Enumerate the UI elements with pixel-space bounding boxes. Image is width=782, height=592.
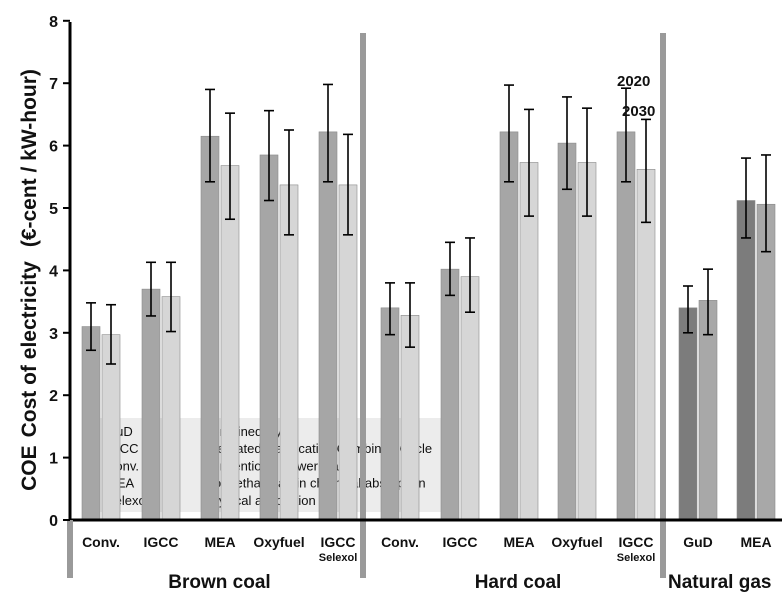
y-axis-unit: (€-cent / kW-hour): [18, 69, 41, 247]
group-label: Hard coal: [475, 572, 562, 592]
group-natural-gas: GuD MEA Natural gas: [668, 154, 776, 592]
y-tick-label: 3: [49, 326, 58, 343]
y-tick-label: 0: [49, 513, 58, 530]
legend-description: Monoethanolamin chemical absorption: [203, 476, 426, 491]
category-label: Oxyfuel: [551, 534, 602, 550]
bar: [460, 276, 480, 521]
category-label: IGCC: [619, 534, 654, 550]
y-tick-label: 1: [49, 451, 58, 468]
bar: [380, 307, 400, 521]
bar: [616, 131, 636, 521]
year-label-2030: 2030: [622, 103, 655, 120]
y-tick-label: 5: [49, 201, 58, 218]
bar: [141, 288, 161, 521]
category-label: IGCC: [144, 534, 179, 550]
y-tick-label: 7: [49, 76, 58, 93]
bar: [81, 326, 101, 521]
bar: [318, 131, 338, 521]
left-baseline-bar: [67, 520, 73, 578]
y-axis-label: Cost of electricity: [18, 261, 41, 438]
group-separator: [660, 33, 666, 578]
y-tick-label: 8: [49, 14, 58, 31]
category-sublabel: Selexol: [319, 552, 358, 564]
group-brown-coal: Conv. IGCC MEA Oxyfuel IGCC Selexol Brown coal: [81, 83, 358, 592]
category-label: IGCC: [443, 534, 478, 550]
bar: [200, 135, 220, 521]
category-label: MEA: [503, 534, 534, 550]
category-sublabel: Selexol: [617, 552, 656, 564]
y-axis-title: COE Cost of electricity (€-cent / kW-hour): [18, 69, 41, 491]
group-separator: [360, 33, 366, 578]
category-label: MEA: [204, 534, 235, 550]
bar: [259, 154, 279, 521]
group-label: Brown coal: [168, 572, 270, 592]
bar: [736, 200, 756, 521]
legend-description: Physical absorption: [203, 493, 316, 508]
year-label-2020: 2020: [617, 73, 650, 90]
y-tick-label: 6: [49, 139, 58, 156]
y-tick-label: 2: [49, 388, 58, 405]
category-label: Conv.: [381, 534, 419, 550]
bar: [499, 131, 519, 521]
bar: [678, 307, 698, 521]
svg-text:COECost of electricity(€-cent: COE Cost of electricity (€-cent / kW-hour): [18, 69, 41, 491]
category-label: GuD: [683, 534, 713, 550]
category-label: Conv.: [82, 534, 120, 550]
bar: [440, 268, 460, 521]
category-label: Oxyfuel: [253, 534, 304, 550]
y-axis-prefix: COE: [18, 445, 41, 491]
category-label: MEA: [740, 534, 771, 550]
bar: [557, 142, 577, 521]
y-tick-label: 4: [49, 263, 58, 280]
group-hard-coal: Conv. IGCC MEA Oxyfuel IGCC Selexol Hard coal: [380, 84, 656, 592]
group-label: Natural gas: [668, 572, 771, 592]
category-label: IGCC: [321, 534, 356, 550]
